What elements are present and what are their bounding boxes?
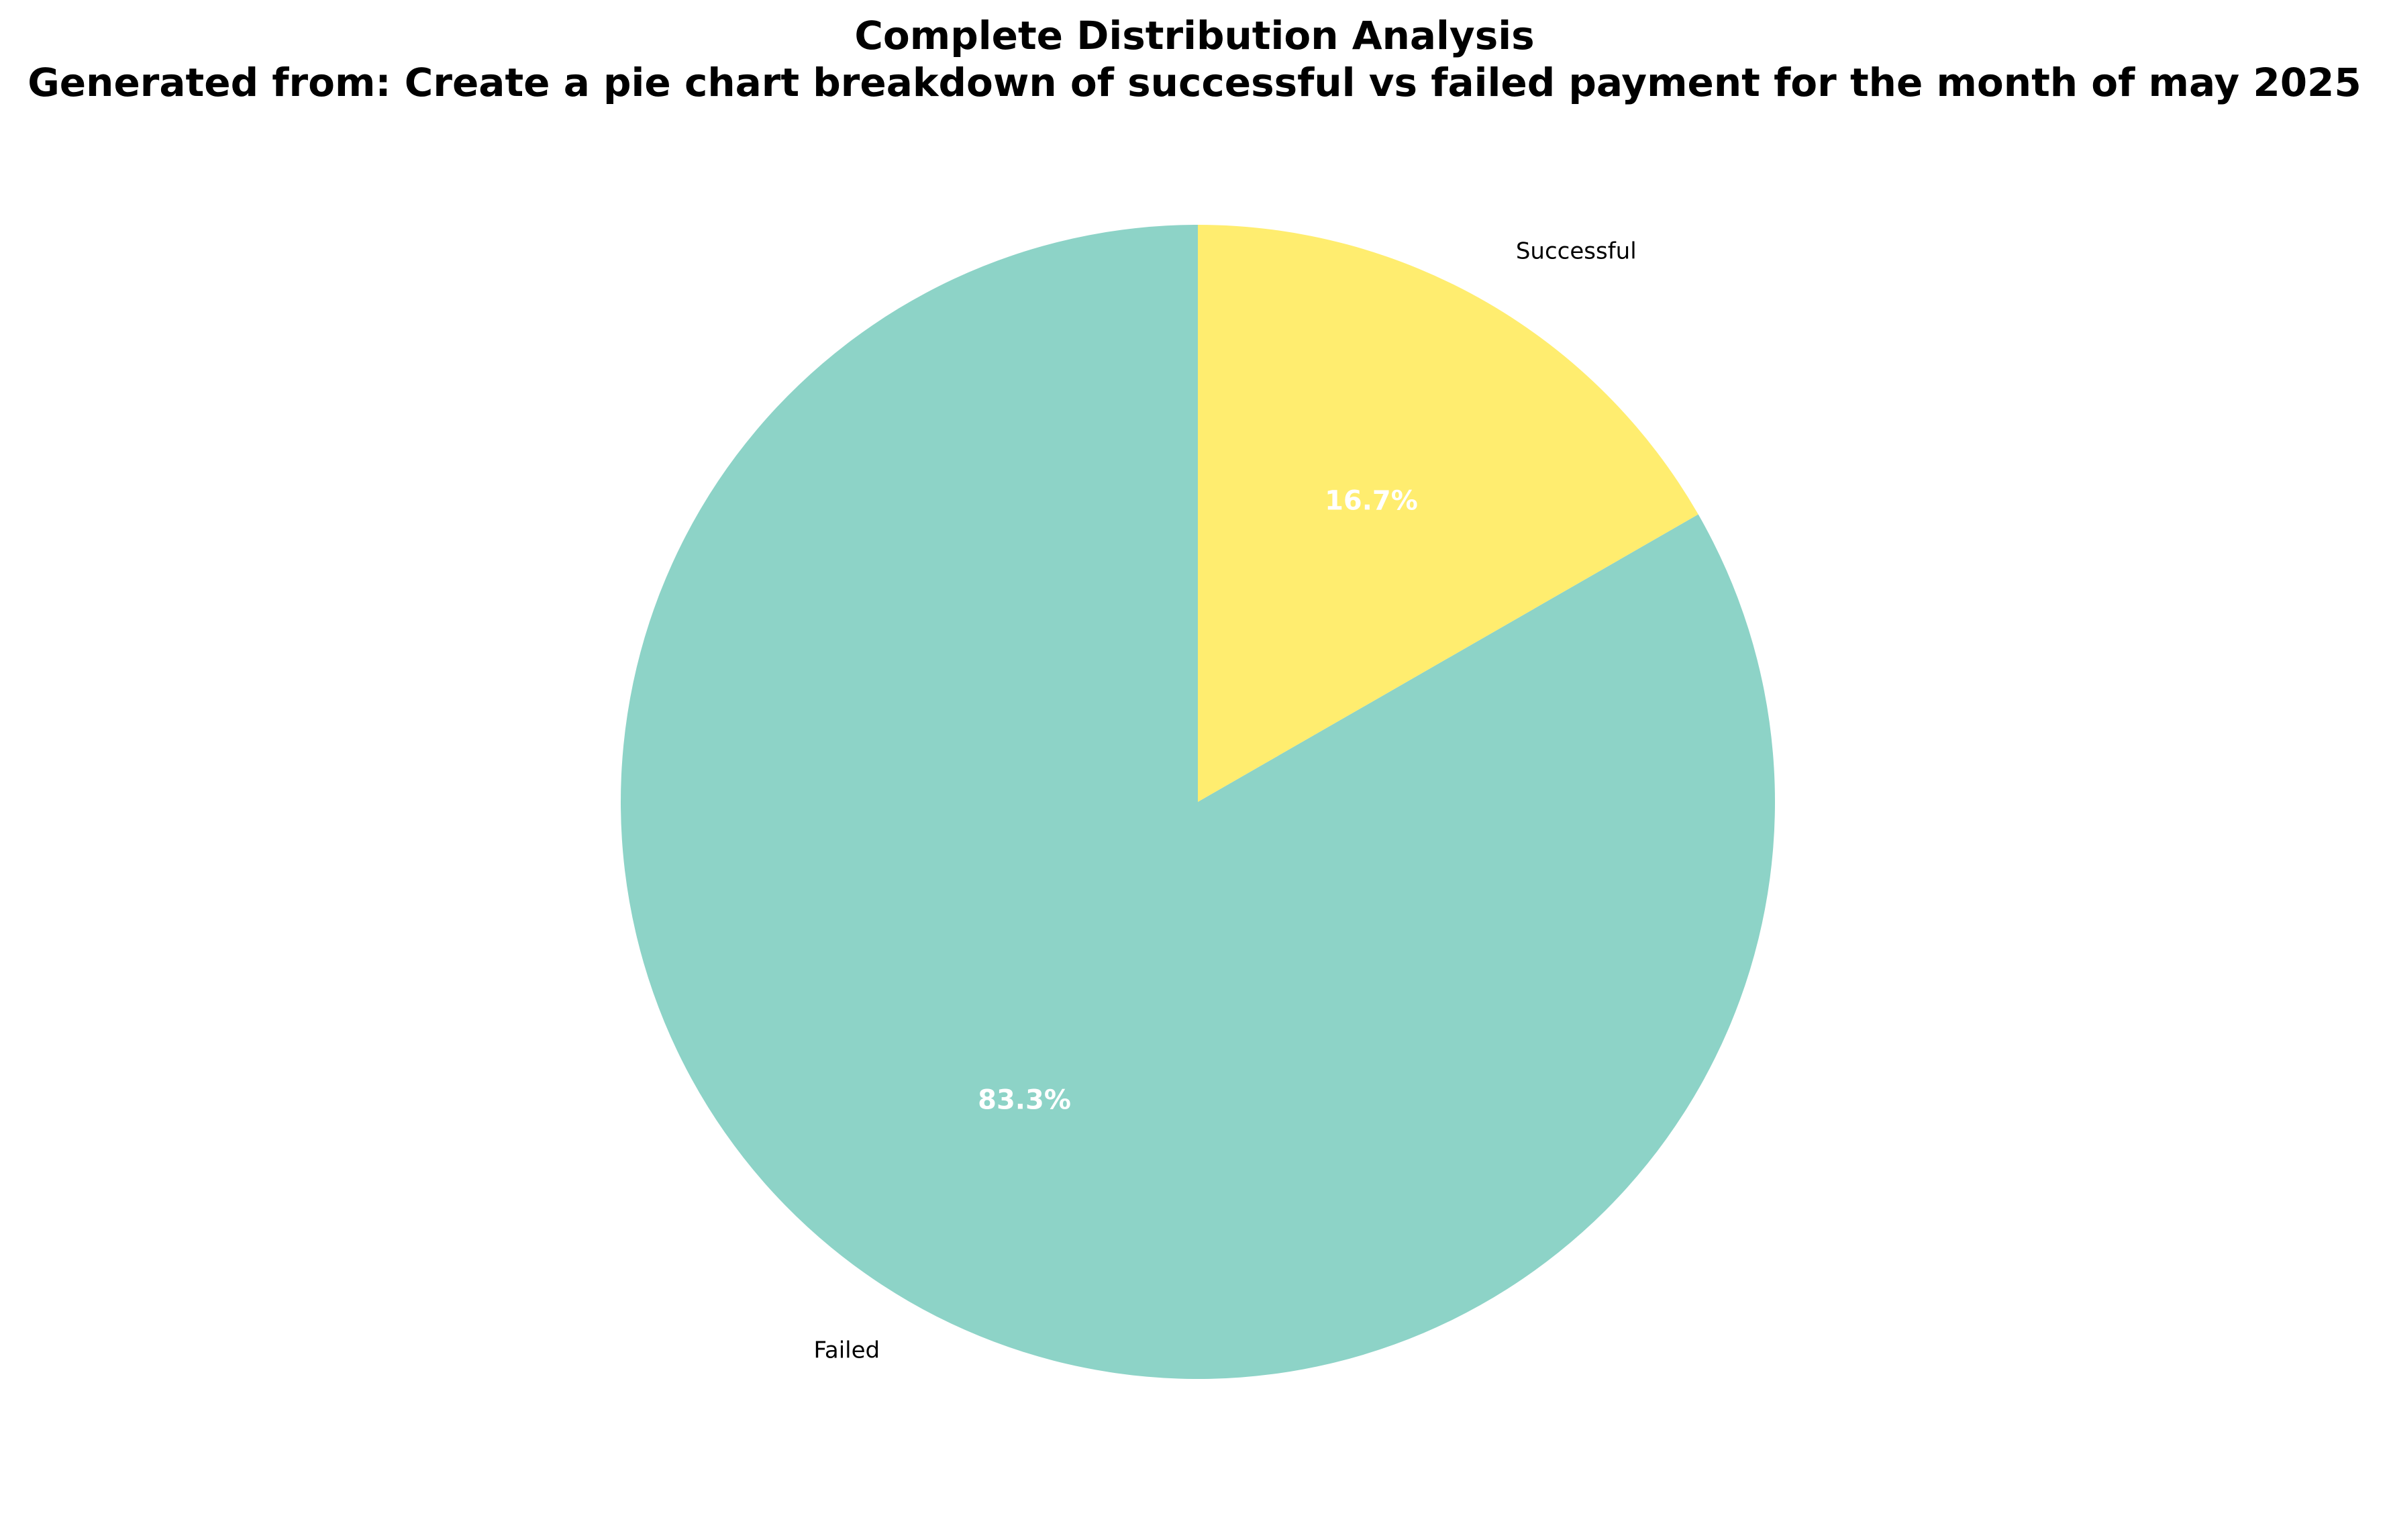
pie-slices (621, 224, 1776, 1379)
pct-label-failed: 83.3% (978, 1085, 1071, 1116)
pie-slice-successful (1198, 224, 1698, 802)
pct-label-successful: 16.7% (1325, 485, 1418, 516)
chart-subtitle: Generated from: Create a pie chart break… (28, 60, 2361, 105)
pie-slice-failed (621, 225, 1776, 1379)
pie-labels: Failed 83.3% Successful 16.7% (813, 238, 1636, 1364)
chart-title: Complete Distribution Analysis (854, 13, 1535, 58)
slice-label-successful: Successful (1516, 238, 1637, 265)
slice-label-failed: Failed (813, 1337, 880, 1364)
